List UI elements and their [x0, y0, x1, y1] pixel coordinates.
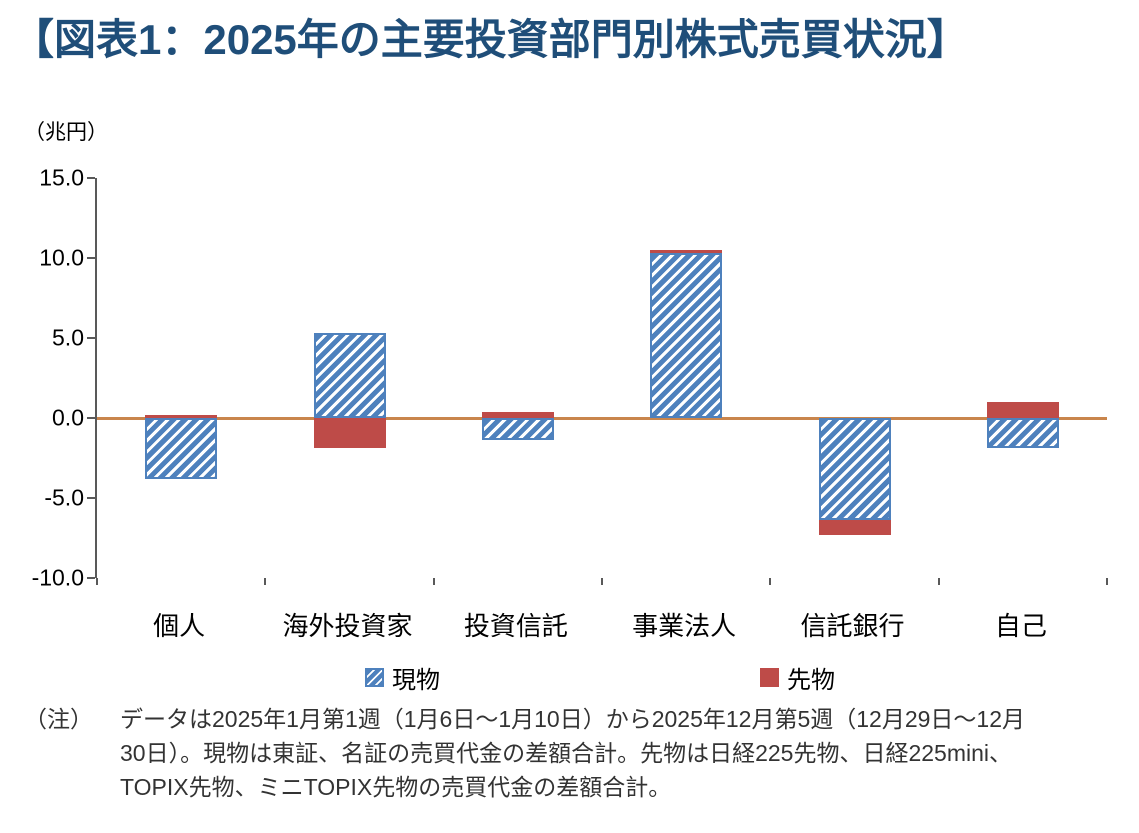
y-axis-tick-label: -5.0: [44, 484, 84, 511]
figure-title: 【図表1：2025年の主要投資部門別株式売買状況】: [12, 16, 969, 63]
y-axis-tick-label: 0.0: [52, 404, 84, 431]
x-axis-tick-mark: [432, 578, 435, 585]
zero-axis-line: [97, 416, 1107, 420]
y-axis-tick-mark: [87, 177, 95, 179]
x-axis-tick-mark: [769, 578, 772, 585]
x-axis-category-label: 個人: [153, 611, 206, 641]
bar-futures-3: [650, 250, 723, 254]
x-axis-category-label: 投資信託: [463, 611, 568, 641]
y-axis-tick-label: 15.0: [39, 164, 84, 191]
y-axis-tick-mark: [87, 497, 95, 499]
bar-spot-1: [313, 333, 386, 418]
bar-spot-4: [818, 418, 891, 521]
y-axis-tick-mark: [87, 417, 95, 419]
x-axis-category-label: 事業法人: [632, 611, 737, 641]
x-axis-category-label: 自己: [994, 611, 1047, 641]
footnote-text: データは2025年1月第1週（1月6日～1月10日）から2025年12月第5週（…: [120, 706, 1025, 800]
y-axis-unit-label: （兆円）: [24, 121, 108, 144]
legend-swatch-futures: [760, 668, 779, 687]
legend-swatch-spot: [365, 668, 384, 687]
bar-futures-1: [313, 418, 386, 449]
y-axis-tick-mark: [87, 577, 95, 579]
bar-spot-0: [145, 418, 218, 479]
bar-spot-3: [650, 253, 723, 418]
y-axis-tick-label: 5.0: [52, 324, 84, 351]
bar-spot-2: [481, 418, 554, 441]
bar-futures-5: [986, 402, 1059, 418]
legend-item-futures: 先物: [760, 660, 835, 695]
bar-futures-2: [481, 411, 554, 418]
y-axis-tick-mark: [87, 257, 95, 259]
x-axis-tick-mark: [601, 578, 603, 585]
x-axis-category-label: 海外投資家: [282, 611, 413, 641]
bar-futures-0: [145, 414, 218, 418]
bar-spot-5: [986, 418, 1059, 449]
x-axis-category-label: 信託銀行: [800, 611, 905, 641]
legend-label-spot: 現物: [392, 667, 440, 694]
chart-legend: 現物 先物: [95, 660, 1105, 695]
footnote-label: （注）: [24, 706, 93, 732]
x-axis-tick-mark: [96, 578, 98, 585]
y-axis-tick-mark: [87, 337, 95, 339]
y-axis-tick-label: 10.0: [39, 244, 84, 271]
x-axis-tick-mark: [1106, 578, 1108, 585]
plot-area: [87, 177, 1108, 585]
legend-item-spot: 現物: [365, 660, 440, 695]
x-axis-tick-mark: [937, 578, 940, 585]
x-axis-tick-mark: [264, 578, 267, 585]
y-axis-tick-label: -10.0: [31, 564, 84, 591]
x-axis-labels: 個人 海外投資家 投資信託 事業法人 信託銀行 自己: [95, 606, 1105, 642]
y-axis-labels: 15.0 10.0 5.0 0.0 -5.0 -10.0: [0, 165, 84, 591]
legend-label-futures: 先物: [787, 667, 835, 694]
bar-futures-4: [818, 520, 891, 535]
footnote: （注） データは2025年1月第1週（1月6日～1月10日）から2025年12月…: [24, 702, 1028, 804]
